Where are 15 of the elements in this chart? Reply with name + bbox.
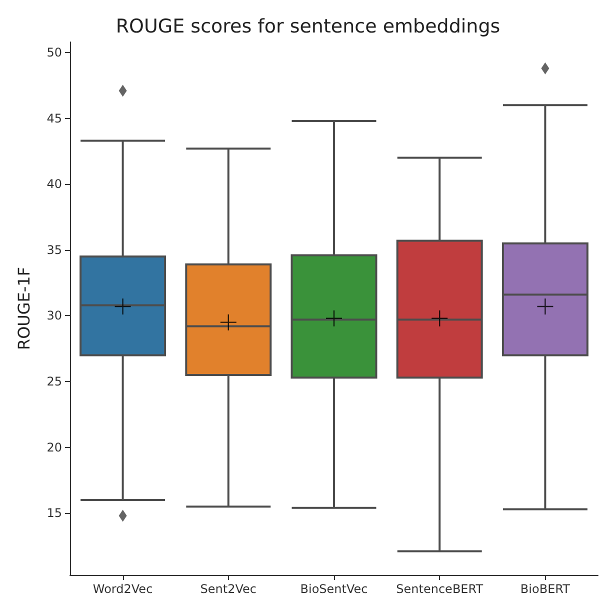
y-tick-label: 50 bbox=[46, 46, 62, 60]
x-tick-label: BioSentVec bbox=[300, 582, 368, 596]
y-axis-title: ROUGE-1F bbox=[14, 266, 34, 350]
y-tick-label: 20 bbox=[46, 440, 62, 454]
y-tick-label: 40 bbox=[46, 177, 62, 192]
chart-title: ROUGE scores for sentence embeddings bbox=[116, 16, 500, 38]
y-tick-label: 30 bbox=[46, 308, 62, 323]
y-tick-label: 35 bbox=[46, 242, 62, 257]
x-tick-label: Word2Vec bbox=[92, 582, 153, 596]
x-tick-label: BioBERT bbox=[520, 582, 571, 596]
x-tick-label: SentenceBERT bbox=[396, 582, 484, 596]
y-tick-label: 25 bbox=[46, 374, 62, 389]
x-tick-label: Sent2Vec bbox=[200, 582, 256, 596]
y-tick-label: 15 bbox=[46, 506, 62, 520]
y-tick-label: 45 bbox=[46, 111, 62, 126]
